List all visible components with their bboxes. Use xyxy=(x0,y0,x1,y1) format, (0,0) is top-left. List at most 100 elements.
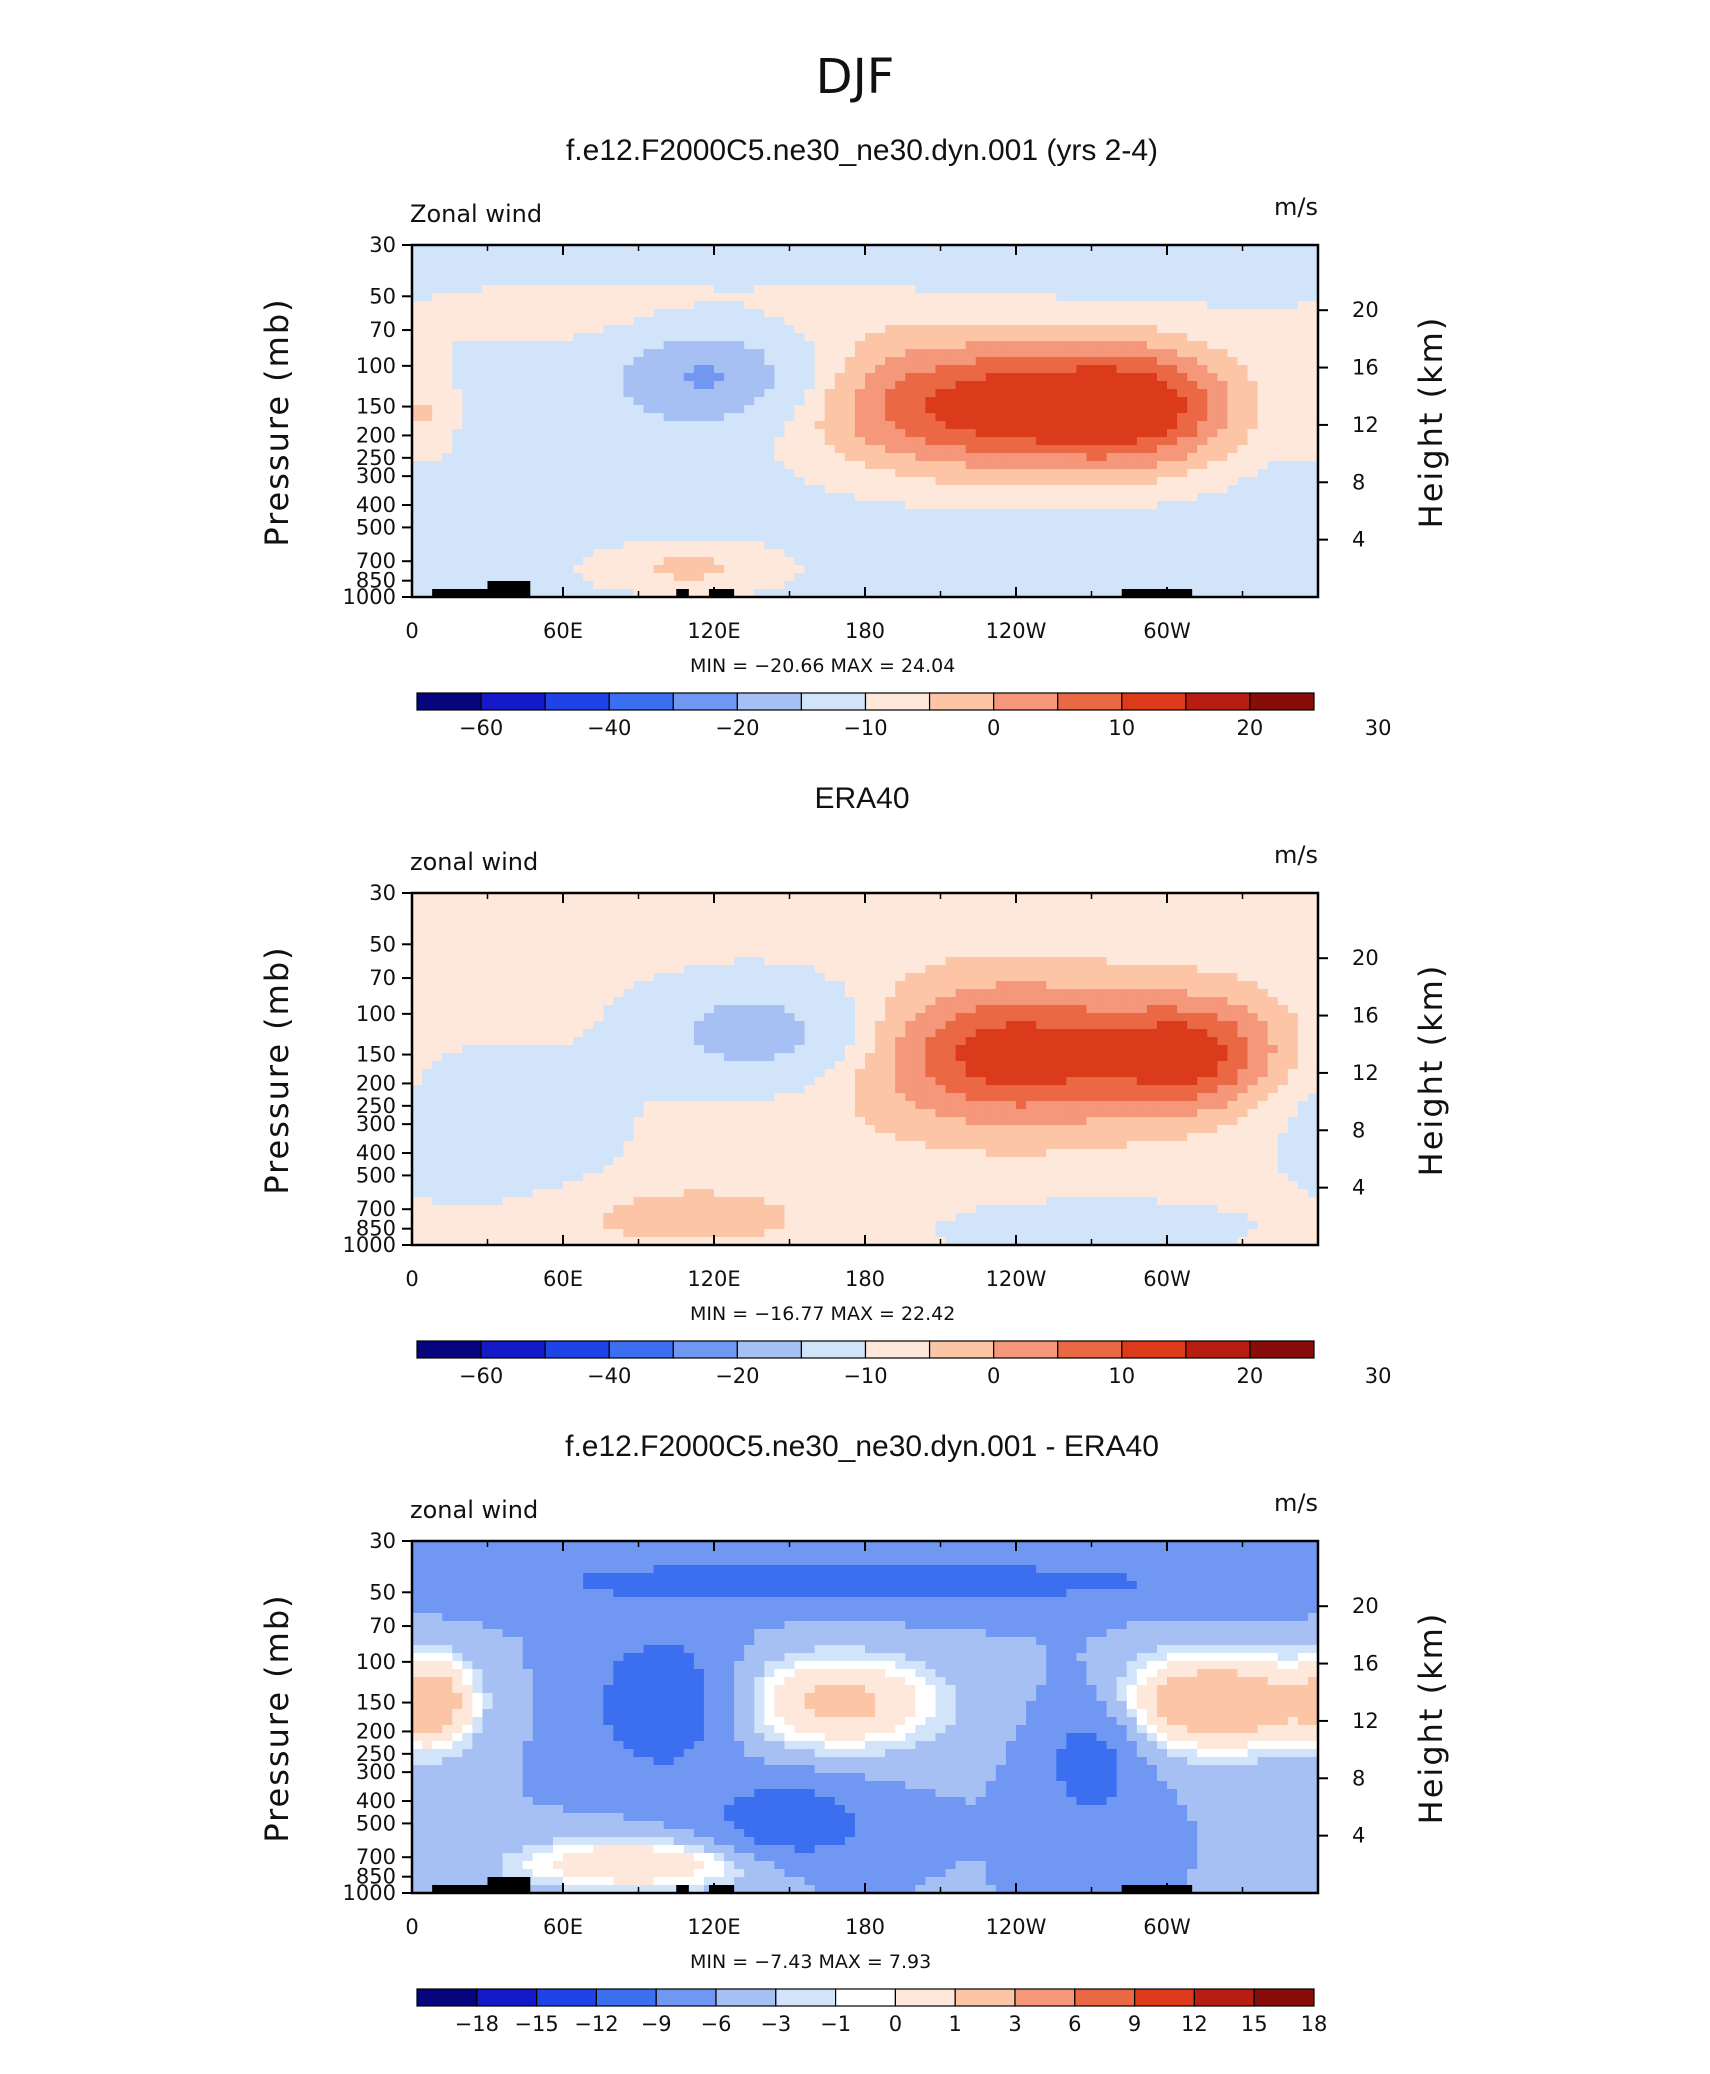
heatmap-cell xyxy=(1197,429,1208,438)
heatmap-cell xyxy=(865,405,876,414)
heatmap-cell xyxy=(1227,517,1239,526)
heatmap-cell xyxy=(985,397,997,406)
heatmap-cell xyxy=(834,501,846,510)
heatmap-cell xyxy=(653,421,665,430)
heatmap-cell xyxy=(1197,541,1208,550)
heatmap-cell xyxy=(875,405,886,414)
heatmap-cell xyxy=(724,373,735,382)
heatmap-cell xyxy=(875,461,886,470)
heatmap-cell xyxy=(532,917,544,926)
heatmap-cell xyxy=(1066,429,1077,438)
heatmap-cell xyxy=(1257,317,1269,326)
heatmap-cell xyxy=(1217,381,1228,390)
heatmap-cell xyxy=(522,933,534,942)
heatmap-cell xyxy=(1297,573,1309,582)
heatmap-cell xyxy=(1156,493,1168,502)
heatmap-cell xyxy=(1267,909,1279,918)
heatmap-cell xyxy=(935,941,947,950)
y-tick-label: 70 xyxy=(369,318,396,342)
heatmap-cell xyxy=(1177,917,1188,926)
heatmap-cell xyxy=(442,333,453,342)
heatmap-cell xyxy=(673,429,685,438)
heatmap-cell xyxy=(865,933,876,942)
heatmap-cell xyxy=(492,381,504,390)
heatmap-cell xyxy=(643,397,655,406)
heatmap-cell xyxy=(703,581,715,590)
heatmap-cell xyxy=(1277,461,1289,470)
heatmap-cell xyxy=(1167,965,1178,974)
heatmap-cell xyxy=(1096,509,1108,518)
heatmap-cell xyxy=(1277,397,1289,406)
heatmap-cell xyxy=(563,501,574,510)
heatmap-cell xyxy=(673,557,685,566)
heatmap-cell xyxy=(975,925,987,934)
heatmap-cell xyxy=(482,501,494,510)
heatmap-cell xyxy=(1257,581,1269,590)
heatmap-cell xyxy=(1237,261,1249,270)
heatmap-cell xyxy=(965,381,977,390)
heatmap-cell xyxy=(724,957,735,966)
heatmap-cell xyxy=(1277,413,1289,422)
heatmap-cell xyxy=(1207,485,1218,494)
heatmap-cell xyxy=(1197,477,1208,486)
heatmap-cell xyxy=(714,917,725,926)
heatmap-cell xyxy=(915,285,926,294)
heatmap-cell xyxy=(502,301,514,310)
heatmap-cell xyxy=(1005,349,1017,358)
heatmap-cell xyxy=(875,333,886,342)
heatmap-cell xyxy=(442,493,453,502)
heatmap-cell xyxy=(1187,357,1198,366)
heatmap-cell xyxy=(1036,325,1047,334)
heatmap-cell xyxy=(693,893,705,902)
heatmap-cell xyxy=(442,501,453,510)
heatmap-cell xyxy=(724,461,735,470)
heatmap-cell xyxy=(865,893,876,902)
heatmap-cell xyxy=(643,341,655,350)
heatmap-cell xyxy=(814,933,826,942)
heatmap-cell xyxy=(1036,461,1047,470)
heatmap-cell xyxy=(744,581,755,590)
heatmap-cell xyxy=(754,541,765,550)
heatmap-cell xyxy=(955,909,967,918)
heatmap-cell xyxy=(744,349,755,358)
heatmap-cell xyxy=(1036,389,1047,398)
heatmap-cell xyxy=(804,949,816,958)
heatmap-cell xyxy=(462,469,473,478)
heatmap-cell xyxy=(935,253,947,262)
heatmap-cell xyxy=(512,317,524,326)
heatmap-cell xyxy=(1146,253,1158,262)
heatmap-cell xyxy=(1177,581,1188,590)
heatmap-cell xyxy=(512,541,524,550)
heatmap-cell xyxy=(865,589,876,598)
heatmap-cell xyxy=(1096,565,1108,574)
heatmap-cell xyxy=(1307,469,1319,478)
heatmap-cell xyxy=(975,293,987,302)
heatmap-cell xyxy=(854,901,866,910)
heatmap-cell xyxy=(683,333,695,342)
heatmap-cell xyxy=(915,581,926,590)
heatmap-cell xyxy=(1207,333,1218,342)
heatmap-cell xyxy=(1066,293,1077,302)
heatmap-cell xyxy=(885,309,896,318)
heatmap-cell xyxy=(1197,957,1208,966)
heatmap-cell xyxy=(1177,565,1188,574)
heatmap-cell xyxy=(1056,405,1067,414)
heatmap-cell xyxy=(613,893,624,902)
heatmap-cell xyxy=(593,949,604,958)
heatmap-cell xyxy=(442,925,453,934)
heatmap-cell xyxy=(1096,909,1108,918)
heatmap-cell xyxy=(512,973,524,982)
heatmap-cell xyxy=(1086,261,1098,270)
heatmap-cell xyxy=(1066,469,1077,478)
heatmap-cell xyxy=(1026,357,1037,366)
heatmap-cell xyxy=(1016,893,1027,902)
heatmap-cell xyxy=(965,373,977,382)
heatmap-cell xyxy=(593,301,604,310)
heatmap-cell xyxy=(1217,533,1228,542)
heatmap-cell xyxy=(804,493,816,502)
heatmap-cell xyxy=(975,357,987,366)
heatmap-cell xyxy=(1217,253,1228,262)
heatmap-cell xyxy=(623,917,635,926)
heatmap-cell xyxy=(1146,437,1158,446)
heatmap-cell xyxy=(774,301,786,310)
